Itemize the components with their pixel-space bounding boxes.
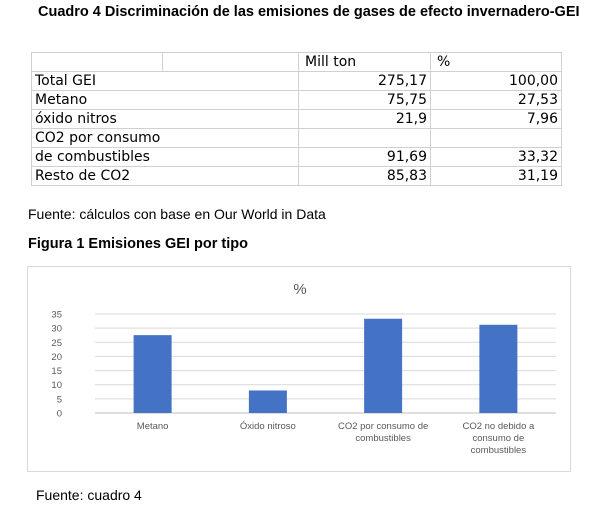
table-source: Fuente: cálculos con base en Our World i… bbox=[28, 206, 326, 222]
pct-cell: 100,00 bbox=[430, 71, 562, 91]
mill-ton-cell: 275,17 bbox=[298, 71, 431, 91]
y-tick-label: 0 bbox=[57, 409, 62, 420]
table-header-row: Mill ton% bbox=[31, 52, 562, 72]
row-label: Total GEI bbox=[31, 71, 299, 91]
figure-title: Figura 1 Emisiones GEI por tipo bbox=[28, 236, 248, 252]
bar bbox=[364, 318, 403, 413]
table-row: CO2 por consumo bbox=[31, 128, 562, 148]
emissions-table: Mill ton% Total GEI 275,17 100,00 Metano 75,7… bbox=[31, 52, 562, 186]
bar bbox=[479, 324, 518, 413]
mill-ton-cell bbox=[298, 128, 431, 148]
pct-cell: 31,19 bbox=[430, 166, 562, 186]
x-tick-label: CO2 no debido a bbox=[462, 421, 535, 432]
figure-source: Fuente: cuadro 4 bbox=[36, 487, 142, 503]
table-row: Total GEI 275,17 100,00 bbox=[31, 71, 562, 91]
pct-cell: 27,53 bbox=[430, 90, 562, 110]
row-label: óxido nitros bbox=[31, 109, 299, 129]
row-label: CO2 por consumo bbox=[31, 128, 299, 148]
chart-title: % bbox=[293, 281, 306, 298]
bar-chart: % 0 5 10 15 20 25 30 35 Metano Óxido nitroso CO2 po… bbox=[27, 266, 571, 472]
row-label: Metano bbox=[31, 90, 299, 110]
table-caption: Cuadro 4 Discriminación de las emisiones… bbox=[38, 4, 580, 20]
y-tick-label: 15 bbox=[51, 366, 62, 377]
table-row: Metano 75,75 27,53 bbox=[31, 90, 562, 110]
x-tick-label: combustibles bbox=[471, 445, 527, 456]
x-tick-label: consumo de bbox=[472, 433, 524, 444]
mill-ton-cell: 91,69 bbox=[298, 147, 431, 167]
x-tick-label: combustibles bbox=[355, 433, 411, 444]
table-row: óxido nitros 21,9 7,96 bbox=[31, 109, 562, 129]
y-tick-label: 35 bbox=[51, 310, 62, 321]
pct-cell: 7,96 bbox=[430, 109, 562, 129]
bar-chart-svg: % 0 5 10 15 20 25 30 35 Metano Óxido nitroso CO2 po… bbox=[51, 281, 556, 456]
table-row: de combustibles 91,69 33,32 bbox=[31, 147, 562, 167]
bar bbox=[248, 390, 287, 413]
table-header-cell bbox=[31, 52, 163, 72]
table-header-cell: % bbox=[430, 52, 562, 72]
x-tick-label: CO2 por consumo de bbox=[338, 421, 428, 432]
bar bbox=[133, 335, 172, 413]
mill-ton-cell: 21,9 bbox=[298, 109, 431, 129]
table-row: Resto de CO2 85,83 31,19 bbox=[31, 166, 562, 186]
x-tick-label: Óxido nitroso bbox=[240, 421, 296, 432]
row-label: de combustibles bbox=[31, 147, 299, 167]
pct-cell bbox=[430, 128, 562, 148]
y-tick-label: 20 bbox=[51, 352, 62, 363]
y-tick-label: 10 bbox=[51, 380, 62, 391]
row-label: Resto de CO2 bbox=[31, 166, 299, 186]
y-tick-label: 5 bbox=[57, 394, 62, 405]
table-header-cell: Mill ton bbox=[298, 52, 431, 72]
pct-cell: 33,32 bbox=[430, 147, 562, 167]
table-header-cell bbox=[162, 52, 299, 72]
x-tick-label: Metano bbox=[137, 421, 169, 432]
mill-ton-cell: 75,75 bbox=[298, 90, 431, 110]
y-tick-label: 25 bbox=[51, 338, 62, 349]
mill-ton-cell: 85,83 bbox=[298, 166, 431, 186]
y-tick-label: 30 bbox=[51, 324, 62, 335]
